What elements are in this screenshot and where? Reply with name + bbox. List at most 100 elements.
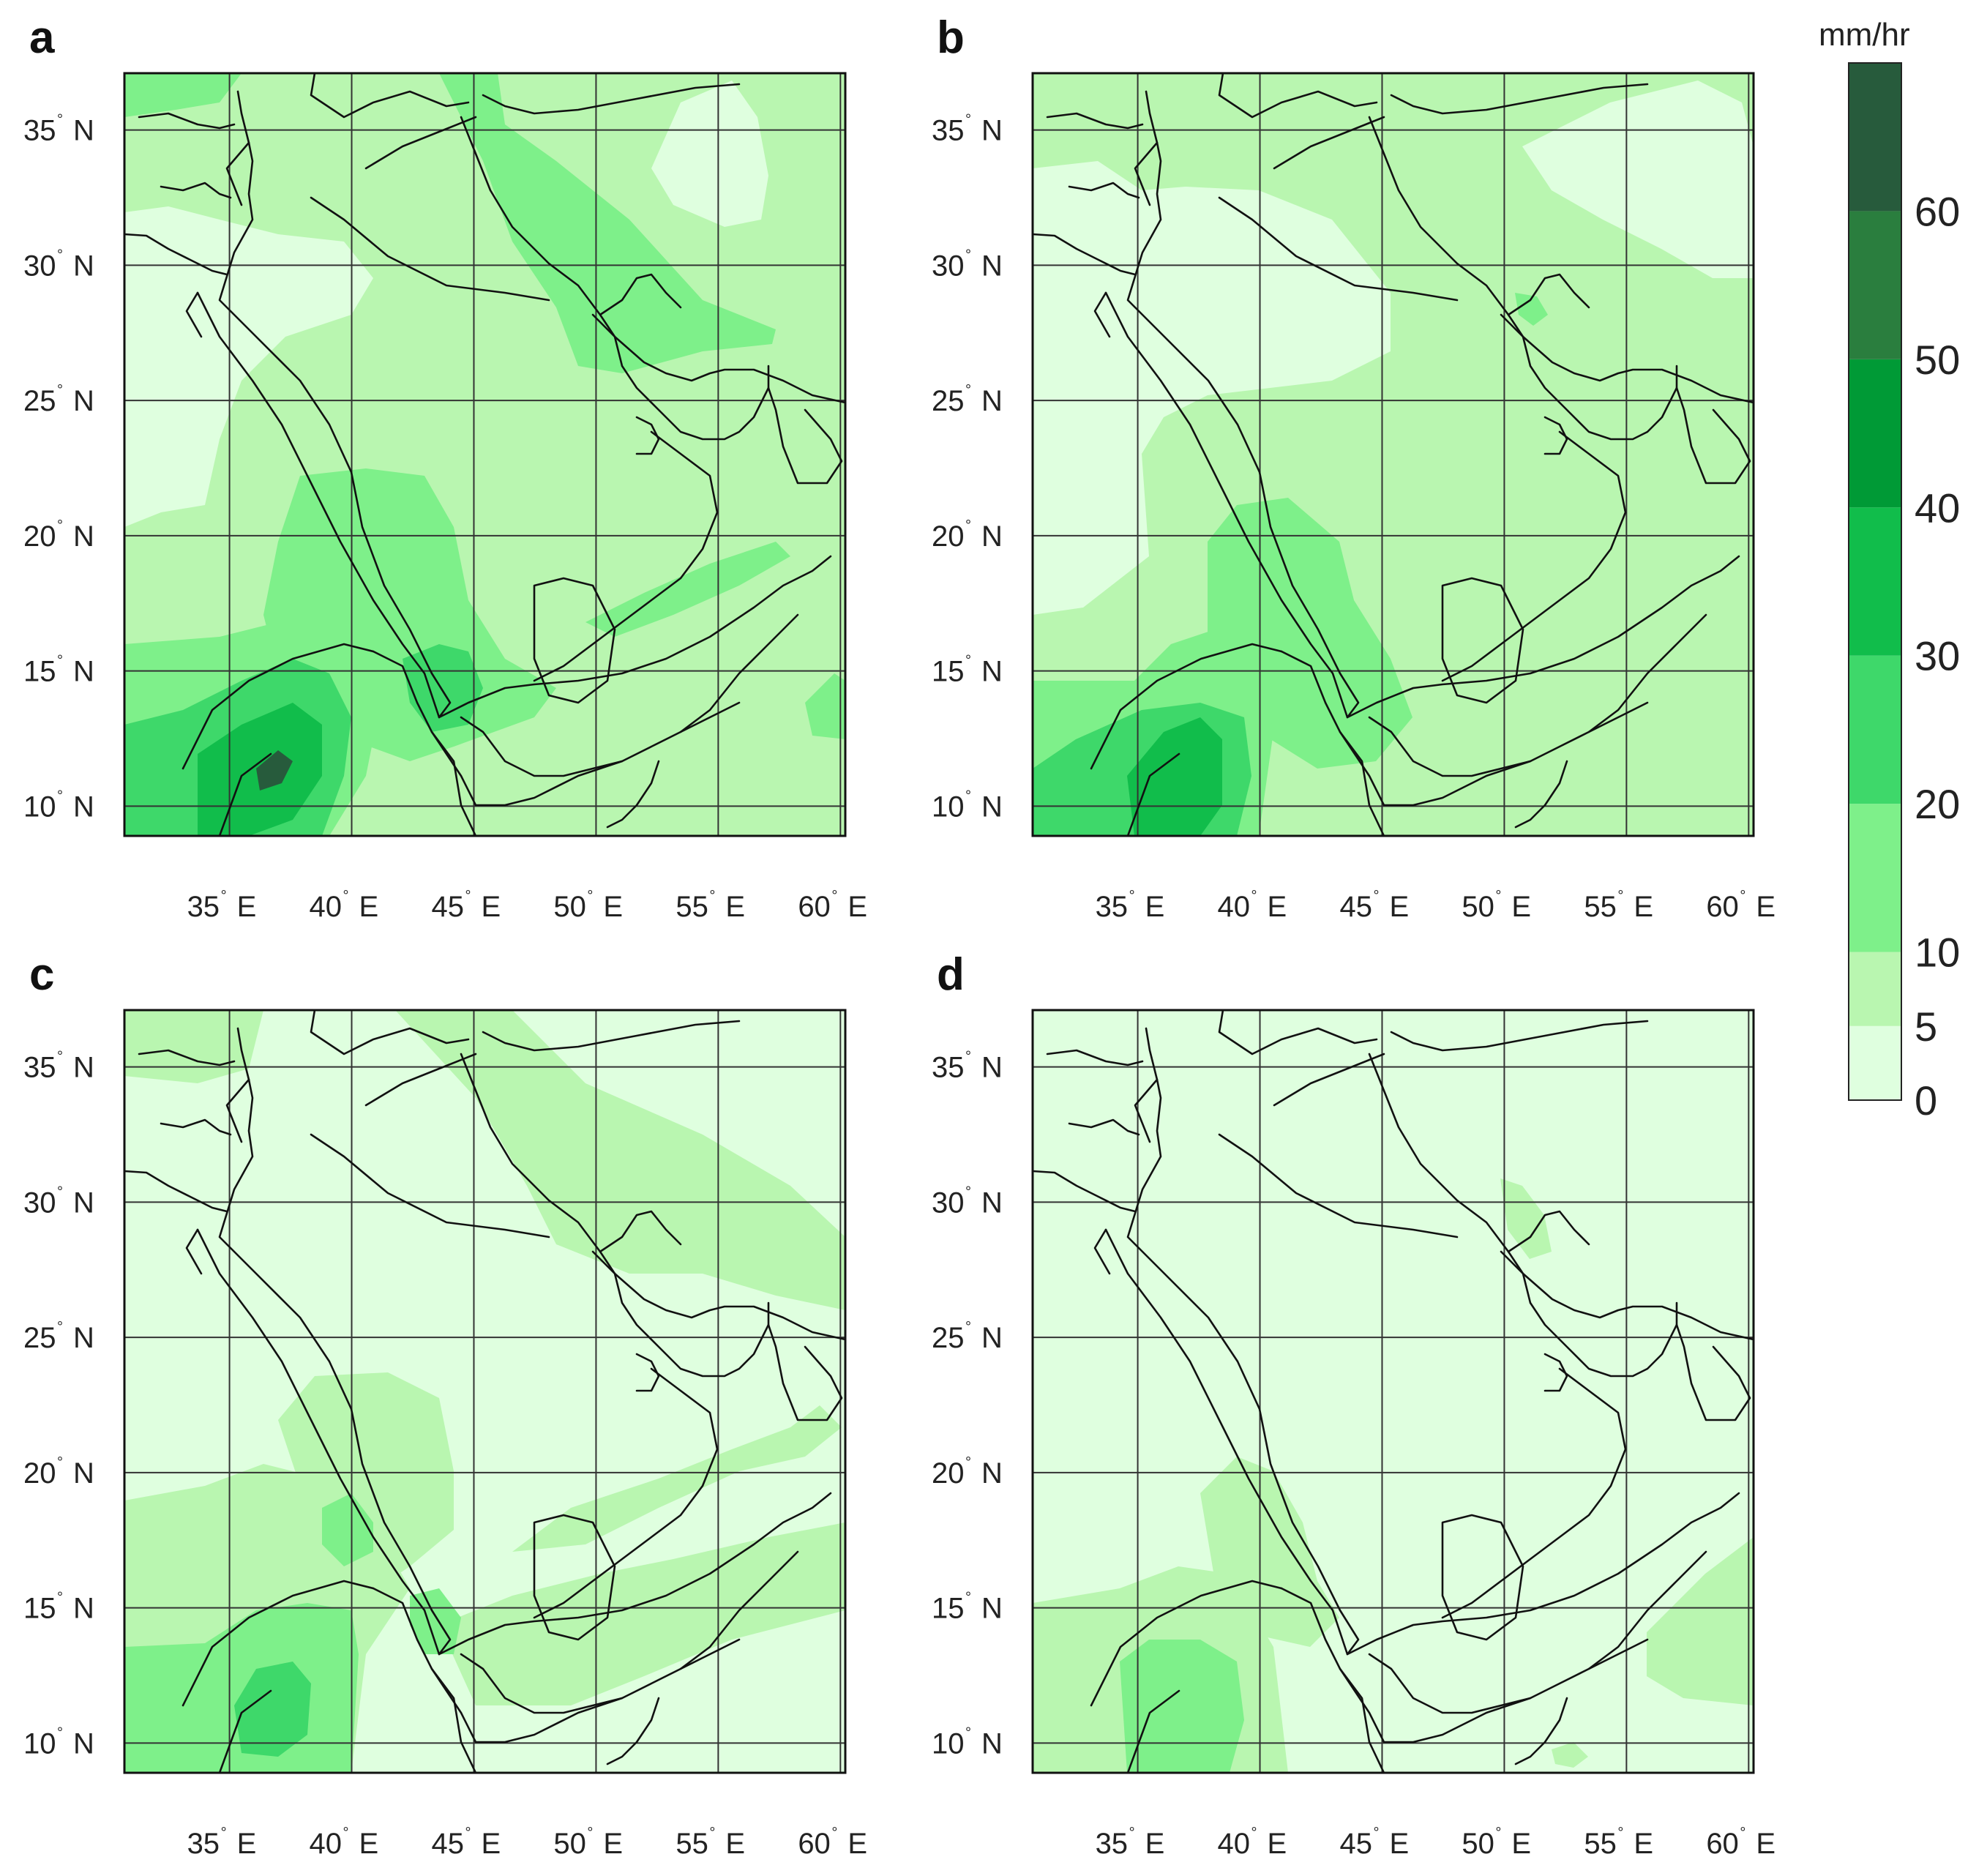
lon-tick-label: 55: [1584, 1828, 1617, 1860]
coastline: [1441, 1367, 1627, 1619]
degree-symbol: °: [57, 1454, 63, 1470]
coastline: [196, 1027, 452, 1656]
lon-tick-label: 40: [1218, 1828, 1251, 1860]
coastline: [1218, 196, 1459, 302]
lon-tick-label: 55: [676, 891, 708, 923]
lat-tick-label: 30: [23, 250, 56, 282]
degree-symbol: °: [57, 788, 63, 804]
lat-hemisphere: N: [981, 520, 1003, 553]
lon-tick-label: 50: [1462, 891, 1494, 923]
colorbar-tick-label: 30: [1915, 633, 1960, 679]
lon-hemisphere: E: [237, 891, 257, 923]
coastline: [124, 1170, 228, 1213]
lon-tick-label: 40: [310, 1828, 343, 1860]
degree-symbol: °: [965, 247, 971, 263]
coastline: [438, 555, 832, 719]
degree-symbol: °: [57, 1049, 63, 1065]
coastline: [1104, 1027, 1360, 1656]
coastline: [310, 73, 470, 119]
panel-b-letter: b: [937, 12, 965, 63]
lat-hemisphere: N: [73, 115, 94, 147]
degree-symbol: °: [965, 1319, 971, 1335]
panel-c-overlay: 35 ° N30 ° N25 ° N20 ° N15 ° N10 ° N35 ° E 40 ° E 45 ° E 50 ° E…: [23, 1009, 867, 1860]
coastline: [533, 1367, 719, 1619]
lat-tick-label: 10: [932, 791, 965, 823]
coastline: [1507, 1210, 1590, 1253]
coastline: [1090, 643, 1283, 770]
lat-hemisphere: N: [73, 1322, 94, 1354]
lon-hemisphere: E: [1511, 1828, 1531, 1860]
degree-symbol: °: [465, 888, 471, 904]
lon-hemisphere: E: [725, 1828, 745, 1860]
coastline: [1218, 73, 1378, 119]
lon-tick-label: 50: [1462, 1828, 1494, 1860]
lon-tick-label: 60: [798, 1828, 831, 1860]
degree-symbol: °: [965, 1454, 971, 1470]
coastline: [591, 313, 770, 441]
coastline: [1543, 416, 1568, 455]
lon-hemisphere: E: [1268, 891, 1287, 923]
lat-hemisphere: N: [73, 1593, 94, 1625]
lat-tick-label: 15: [23, 656, 56, 688]
coastline: [1675, 386, 1751, 485]
coastline: [599, 273, 682, 316]
panel-d-letter: d: [937, 949, 965, 1000]
degree-symbol: °: [1373, 1825, 1379, 1841]
degree-symbol: °: [57, 517, 63, 534]
coastline: [1033, 233, 1137, 276]
panel-a-letter: a: [29, 12, 55, 63]
coastline: [482, 83, 741, 115]
coastline: [185, 1228, 203, 1275]
panel-c-contours: [124, 1010, 845, 1773]
lon-hemisphere: E: [1511, 891, 1531, 923]
coastline: [160, 1118, 232, 1136]
panel-d-contours: [1033, 1178, 1754, 1773]
lat-tick-label: 20: [23, 520, 56, 553]
coastline: [438, 1492, 832, 1656]
lat-tick-label: 30: [932, 250, 965, 282]
degree-symbol: °: [709, 1825, 715, 1841]
degree-symbol: °: [831, 888, 837, 904]
lon-tick-label: 45: [1339, 891, 1372, 923]
colorbar-swatch: [1849, 655, 1901, 804]
degree-symbol: °: [965, 112, 971, 128]
coastline: [1218, 1010, 1378, 1055]
lon-tick-label: 50: [553, 1828, 586, 1860]
panel-b-overlay: 35 ° N30 ° N25 ° N20 ° N15 ° N10 ° N35 ° E 40 ° E 45 ° E 50 ° E…: [932, 72, 1775, 923]
panel-a-contours: [124, 73, 845, 836]
lon-tick-label: 35: [1096, 891, 1129, 923]
lat-hemisphere: N: [981, 1186, 1003, 1219]
lat-hemisphere: N: [73, 791, 94, 823]
coastline: [635, 416, 660, 455]
colorbar-swatches: [1848, 62, 1902, 1101]
lat-tick-label: 25: [932, 385, 965, 417]
contour-low-oman-band: [512, 1405, 842, 1552]
colorbar-swatch: [1849, 1025, 1901, 1100]
coastline: [372, 650, 624, 807]
coastline: [460, 1638, 741, 1714]
degree-symbol: °: [465, 1825, 471, 1841]
degree-symbol: °: [965, 517, 971, 534]
coastline: [1390, 1020, 1649, 1052]
colorbar: mm/hr 0 5 10 20 30 40 50 60: [1819, 17, 1960, 1124]
lat-hemisphere: N: [981, 791, 1003, 823]
lat-tick-label: 35: [23, 115, 56, 147]
contour-med-arabian-sea: [805, 673, 845, 739]
coastline: [1134, 1078, 1159, 1143]
coastline: [1390, 83, 1649, 115]
coastline: [1587, 613, 1707, 733]
lat-tick-label: 20: [932, 1457, 965, 1490]
lat-hemisphere: N: [981, 250, 1003, 282]
coastline: [1675, 1323, 1751, 1421]
coastline: [310, 196, 550, 302]
coastline: [606, 760, 660, 829]
degree-symbol: °: [1740, 888, 1745, 904]
degree-symbol: °: [1495, 1825, 1501, 1841]
coastline: [138, 112, 236, 130]
lat-tick-label: 15: [932, 1593, 965, 1625]
lon-tick-label: 45: [431, 1828, 464, 1860]
coastline: [460, 1053, 845, 1341]
contour-low-south-mid: [1552, 1742, 1588, 1768]
degree-symbol: °: [965, 1724, 971, 1741]
lat-hemisphere: N: [981, 656, 1003, 688]
